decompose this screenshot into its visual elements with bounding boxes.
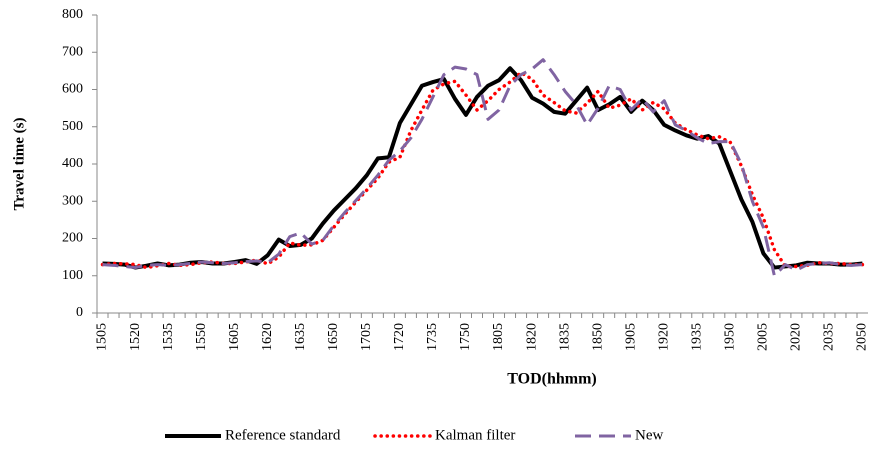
x-tick-label: 1950 xyxy=(723,323,738,351)
y-tick-label: 600 xyxy=(62,82,83,97)
legend-label: Reference standard xyxy=(225,427,341,443)
x-tick-label: 1650 xyxy=(326,323,341,351)
x-tick-label: 1835 xyxy=(557,323,572,351)
x-tick-label: 2005 xyxy=(756,323,771,351)
x-tick-label: 2020 xyxy=(789,323,804,351)
x-tick-label: 1705 xyxy=(359,323,374,351)
x-tick-label: 1550 xyxy=(194,323,209,351)
x-tick-label: 1820 xyxy=(524,323,539,351)
y-tick-label: 100 xyxy=(62,268,83,283)
y-tick-label: 700 xyxy=(62,44,83,59)
legend-label: Kalman filter xyxy=(435,427,515,443)
y-tick-label: 400 xyxy=(62,156,83,171)
x-tick-label: 1605 xyxy=(227,323,242,351)
x-tick-label: 1635 xyxy=(293,323,308,351)
x-tick-label: 1535 xyxy=(161,323,176,351)
x-tick-label: 1935 xyxy=(689,323,704,351)
x-tick-label: 1750 xyxy=(458,323,473,351)
series-line xyxy=(102,58,863,278)
x-tick-label: 2035 xyxy=(822,323,837,351)
x-tick-label: 1850 xyxy=(590,323,605,351)
legend-label: New xyxy=(635,427,663,443)
y-tick-label: 500 xyxy=(62,119,83,134)
x-tick-label: 2050 xyxy=(855,323,870,351)
x-tick-label: 1920 xyxy=(656,323,671,351)
x-tick-label: 1720 xyxy=(392,323,407,351)
y-tick-label: 800 xyxy=(62,7,83,22)
x-tick-label: 1735 xyxy=(425,323,440,351)
x-tick-label: 1805 xyxy=(491,323,506,351)
y-tick-label: 0 xyxy=(76,305,83,320)
x-tick-label: 1520 xyxy=(128,323,143,351)
y-tick-label: 300 xyxy=(62,193,83,208)
y-tick-label: 200 xyxy=(62,231,83,246)
y-axis-title: Travel time (s) xyxy=(11,117,27,210)
x-tick-label: 1620 xyxy=(260,323,275,351)
x-axis-title: TOD(hhmm) xyxy=(507,371,597,388)
x-tick-label: 1505 xyxy=(95,323,110,351)
x-tick-label: 1905 xyxy=(623,323,638,351)
